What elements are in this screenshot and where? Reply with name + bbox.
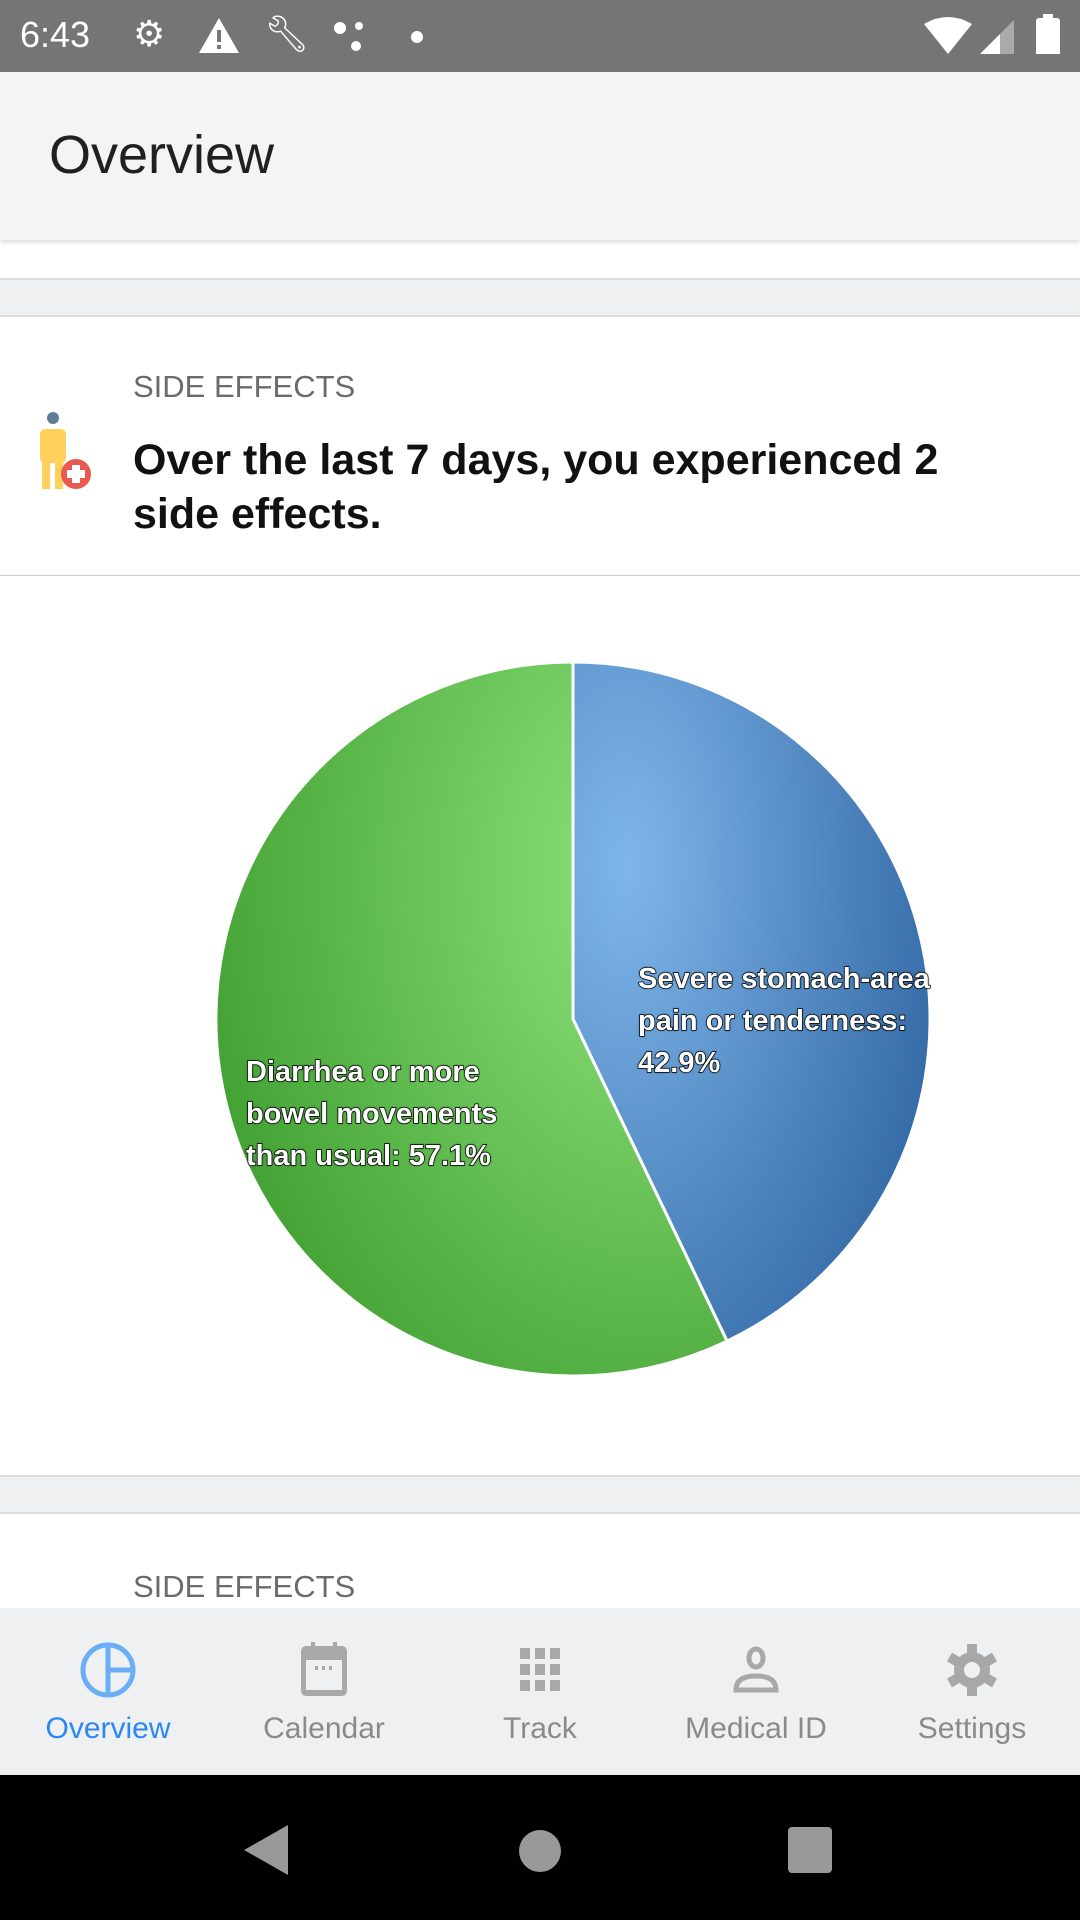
- app-bar: Overview: [0, 72, 1080, 240]
- back-icon[interactable]: [244, 1825, 288, 1875]
- tab-label: Overview: [45, 1712, 171, 1745]
- tab-overview[interactable]: Overview: [0, 1608, 216, 1775]
- card-eyebrow: SIDE EFFECTS: [133, 369, 356, 404]
- pie-chart-container: Severe stomach-area pain or tenderness: …: [0, 576, 1080, 1477]
- card-eyebrow: SIDE EFFECTS: [133, 1569, 356, 1604]
- tab-label: Calendar: [263, 1712, 385, 1745]
- grid-icon: [520, 1648, 560, 1691]
- gear-icon: [946, 1644, 998, 1696]
- page-title: Overview: [49, 125, 275, 185]
- dot-icon: [411, 31, 423, 43]
- slice-label-stomach-pain: Severe stomach-area pain or tenderness: …: [637, 962, 930, 1079]
- pie-slice-stomach-pain: [571, 660, 932, 1344]
- tab-calendar[interactable]: Calendar: [216, 1608, 432, 1775]
- dots-icon: [334, 22, 363, 51]
- person-icon: [733, 1646, 779, 1693]
- person-medical-icon: [40, 412, 91, 489]
- wrench-icon: 🔧︎: [264, 13, 310, 54]
- warning-icon: [199, 18, 239, 53]
- tab-settings[interactable]: Settings: [864, 1608, 1080, 1775]
- slice-label-diarrhea: Diarrhea or more bowel movements than us…: [245, 1055, 498, 1172]
- calendar-icon: [301, 1642, 347, 1696]
- tab-label: Track: [503, 1712, 577, 1745]
- system-navigation-bar: [0, 1775, 1080, 1920]
- tab-label: Medical ID: [685, 1712, 827, 1745]
- pie-chart-icon: [80, 1642, 136, 1698]
- next-side-effects-card[interactable]: SIDE EFFECTS: [0, 1512, 1080, 1608]
- battery-icon: [1036, 14, 1060, 54]
- pie-chart: [214, 660, 932, 1378]
- home-icon[interactable]: [518, 1829, 562, 1873]
- settings-icon: ⚙: [133, 13, 166, 54]
- previous-card-fragment: [0, 240, 1080, 280]
- tab-track[interactable]: Track: [432, 1608, 648, 1775]
- status-bar: 6:43 ⚙ 🔧︎: [0, 0, 1080, 72]
- wifi-icon: [924, 17, 972, 54]
- tab-medical-id[interactable]: Medical ID: [648, 1608, 864, 1775]
- signal-icon: [980, 20, 1014, 54]
- status-time: 6:43: [20, 14, 91, 55]
- tab-label: Settings: [917, 1712, 1027, 1745]
- card-headline: Over the last 7 days, you experienced 2 …: [133, 436, 939, 538]
- recents-icon[interactable]: [788, 1827, 832, 1873]
- pie-slice-diarrhea: [214, 660, 730, 1378]
- side-effects-card[interactable]: SIDE EFFECTS Over the last 7 days, you e…: [0, 315, 1080, 576]
- bottom-navigation: Overview Calendar Track Medical ID Setti…: [0, 1608, 1080, 1775]
